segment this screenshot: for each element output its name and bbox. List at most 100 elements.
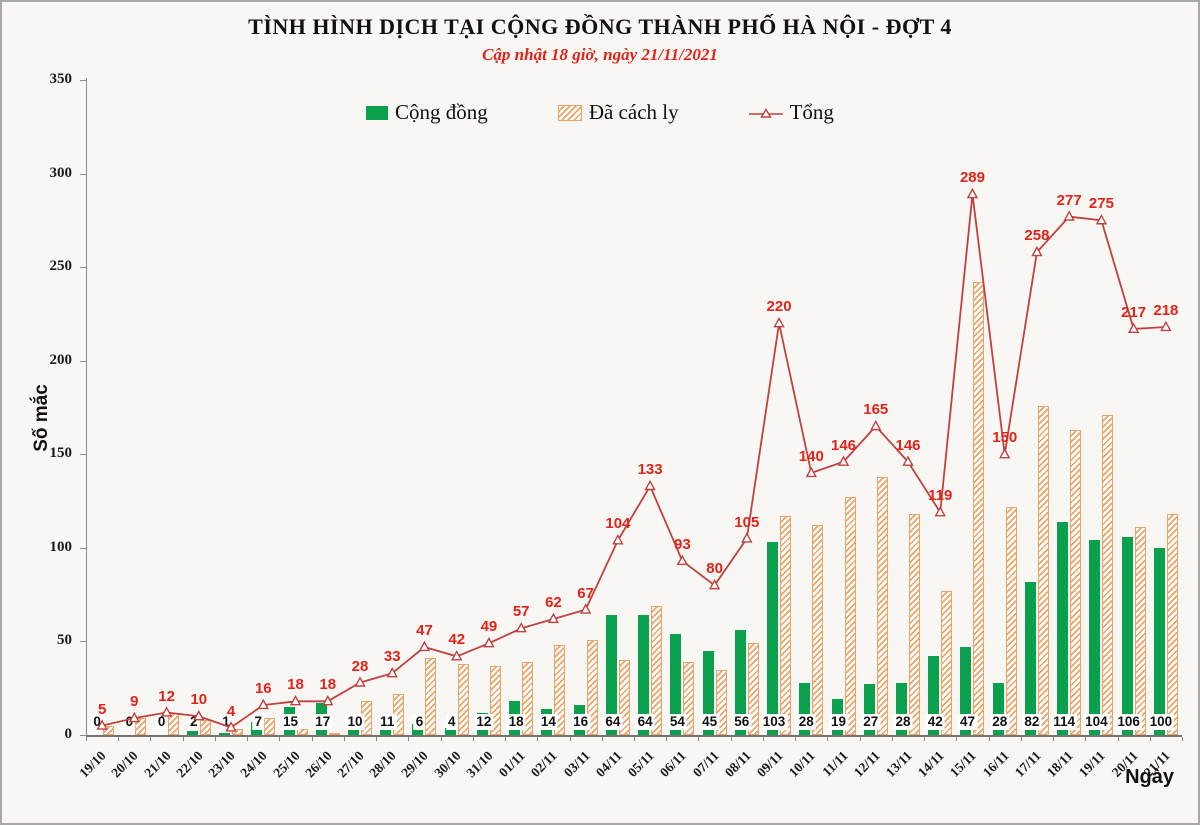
line-value-label: 146: [895, 436, 921, 454]
line-marker-triangle: [1127, 322, 1140, 333]
line-value-label: 150: [992, 429, 1018, 447]
line-value-label: 12: [158, 687, 175, 705]
bar-cong-dong: [1153, 547, 1165, 735]
line-value-label: 28: [351, 657, 369, 675]
y-tick-label: 150: [49, 445, 73, 462]
line-marker-triangle: [579, 603, 592, 614]
x-tick-mark: [279, 737, 281, 741]
x-tick-mark: [214, 737, 216, 741]
line-value-label: 104: [605, 515, 631, 533]
bar-da-cach-ly: [1102, 414, 1114, 735]
x-tick-mark: [859, 737, 861, 741]
bar-da-cach-ly: [199, 720, 211, 735]
bar-value-label: 82: [1022, 714, 1042, 730]
y-axis-title: Số mắc: [30, 384, 52, 452]
x-tick-mark: [730, 737, 732, 741]
line-marker-triangle: [999, 448, 1011, 459]
legend-item-tong: Tổng: [748, 100, 834, 125]
line-value-label: 218: [1153, 302, 1179, 320]
x-tick-mark: [827, 737, 829, 741]
y-tick-label: 350: [49, 71, 73, 87]
legend-hatch-swatch-icon: [557, 104, 582, 121]
bar-da-cach-ly: [167, 712, 179, 735]
bar-value-label: 64: [635, 714, 655, 730]
bar-value-label: 28: [796, 714, 816, 730]
bar-value-label: 4: [445, 714, 458, 730]
bar-value-label: 17: [313, 714, 333, 730]
bar-da-cach-ly: [1070, 429, 1082, 735]
bar-value-label: 42: [925, 714, 945, 730]
bar-value-label: 100: [1147, 714, 1175, 730]
line-marker-triangle: [354, 676, 366, 687]
bar-da-cach-ly: [780, 516, 792, 735]
line-marker-triangle: [644, 479, 656, 491]
x-tick-mark: [1085, 737, 1087, 741]
chart-title: TÌNH HÌNH DỊCH TẠI CỘNG ĐỒNG THÀNH PHỐ H…: [248, 14, 952, 39]
bar-value-label: 0: [155, 714, 168, 730]
bar-value-label: 16: [571, 714, 591, 730]
bar-value-label: 7: [252, 714, 265, 730]
bar-value-label: 0: [123, 714, 136, 730]
bar-value-label: 56: [732, 714, 752, 730]
bar-da-cach-ly: [328, 733, 340, 736]
line-value-label: 9: [130, 693, 139, 711]
bar-value-label: 114: [1051, 714, 1078, 730]
bar-value-label: 10: [345, 714, 365, 730]
line-marker-triangle: [515, 622, 527, 633]
bar-da-cach-ly: [296, 729, 308, 735]
bar-value-label: 15: [281, 714, 301, 730]
x-tick-mark: [956, 737, 958, 741]
x-tick-mark: [182, 737, 184, 741]
line-value-label: 4: [226, 702, 236, 720]
bar-da-cach-ly: [973, 282, 985, 735]
y-tick-label: 100: [49, 538, 73, 555]
bar-value-label: 28: [990, 714, 1010, 730]
bar-value-label: 103: [760, 714, 788, 730]
line-value-label: 217: [1121, 303, 1147, 321]
line-marker-triangle: [451, 650, 463, 661]
bar-da-cach-ly: [1166, 514, 1178, 735]
line-value-label: 119: [928, 487, 953, 505]
y-tick-mark: [80, 641, 86, 643]
x-tick-mark: [988, 737, 990, 741]
line-value-label: 57: [512, 603, 530, 621]
line-marker-triangle: [966, 187, 979, 199]
line-marker-triangle: [741, 532, 753, 543]
line-value-label: 67: [577, 584, 594, 602]
bar-cong-dong: [1024, 581, 1036, 735]
line-marker-triangle: [547, 612, 560, 624]
line-marker-triangle: [483, 637, 495, 648]
line-marker-triangle: [805, 466, 817, 478]
x-tick-mark: [472, 737, 474, 741]
line-value-label: 80: [706, 560, 723, 578]
line-value-label: 258: [1024, 227, 1050, 245]
line-value-label: 16: [254, 680, 272, 698]
bar-cong-dong: [1089, 540, 1101, 735]
x-tick-mark: [634, 737, 635, 741]
line-value-label: 275: [1088, 195, 1114, 213]
line-value-label: 140: [798, 448, 824, 465]
legend-line-marker-icon: [748, 106, 783, 120]
line-marker-triangle: [837, 455, 850, 466]
bar-da-cach-ly: [1005, 506, 1017, 735]
legend-label-cong-dong: Cộng đồng: [395, 100, 488, 124]
bar-da-cach-ly: [135, 718, 147, 735]
bar-cong-dong: [1121, 536, 1133, 735]
line-value-label: 42: [448, 631, 466, 649]
legend-green-swatch-icon: [366, 105, 389, 120]
line-marker-triangle: [257, 698, 269, 710]
line-marker-triangle: [773, 317, 785, 328]
x-tick-mark: [505, 737, 507, 741]
bar-value-label: 104: [1083, 714, 1110, 730]
y-tick-mark: [80, 267, 86, 269]
y-tick-mark: [80, 80, 86, 81]
x-tick-mark: [795, 737, 797, 741]
x-tick-mark: [343, 737, 345, 741]
bar-da-cach-ly: [232, 729, 244, 735]
legend-item-cong-dong: Cộng đồng: [366, 100, 488, 125]
line-marker-triangle: [708, 579, 721, 590]
y-tick-label: 250: [49, 258, 73, 275]
x-tick-mark: [601, 737, 603, 741]
line-value-label: 18: [319, 676, 337, 694]
